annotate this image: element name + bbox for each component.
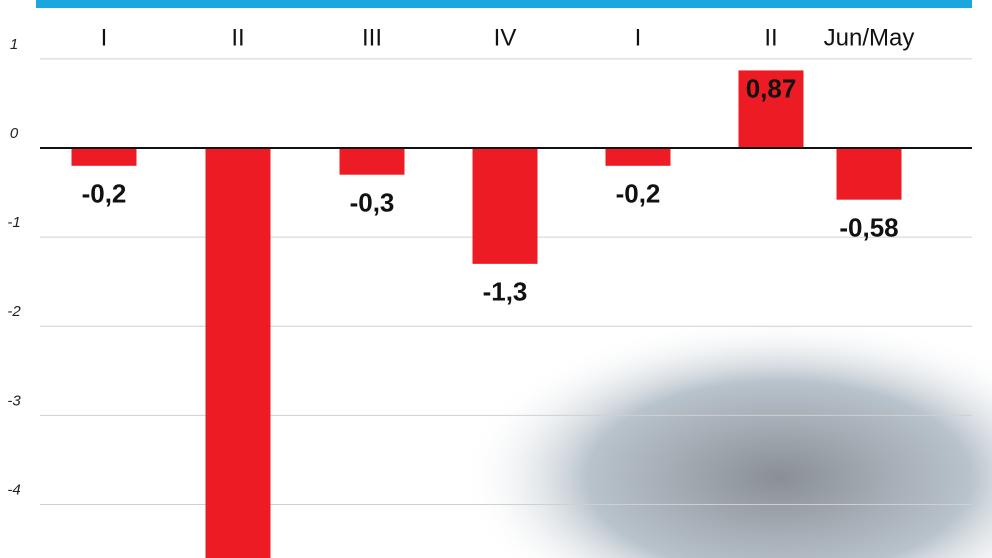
- bar: [205, 147, 271, 558]
- bar: [71, 147, 137, 166]
- x-tick-label: II: [231, 24, 244, 51]
- value-label: -0,3: [350, 188, 395, 218]
- photo-background: [460, 290, 992, 558]
- value-label: -1,3: [483, 277, 528, 307]
- y-tick-label: 1: [10, 36, 18, 53]
- y-tick-label: 0: [10, 125, 19, 142]
- value-label: -0,2: [82, 179, 127, 209]
- header-band: [36, 0, 972, 8]
- x-tick-label: IV: [494, 24, 517, 51]
- x-tick-label: Jun/May: [824, 24, 915, 51]
- y-tick-label: -3: [7, 392, 21, 409]
- x-tick-label: II: [764, 24, 777, 51]
- x-tick-label: III: [362, 24, 382, 51]
- x-tick-label: I: [101, 24, 108, 51]
- value-label: -0,2: [616, 179, 661, 209]
- value-label: 0,87: [746, 73, 797, 103]
- bar: [339, 147, 405, 175]
- bar: [605, 147, 671, 166]
- x-tick-label: I: [635, 24, 642, 51]
- bar: [836, 147, 902, 200]
- y-tick-label: -2: [7, 303, 21, 320]
- y-tick-label: -4: [7, 481, 20, 498]
- value-label: -0,58: [839, 213, 898, 243]
- bar: [472, 147, 538, 264]
- y-tick-label: -1: [7, 214, 20, 231]
- bar: [738, 70, 804, 148]
